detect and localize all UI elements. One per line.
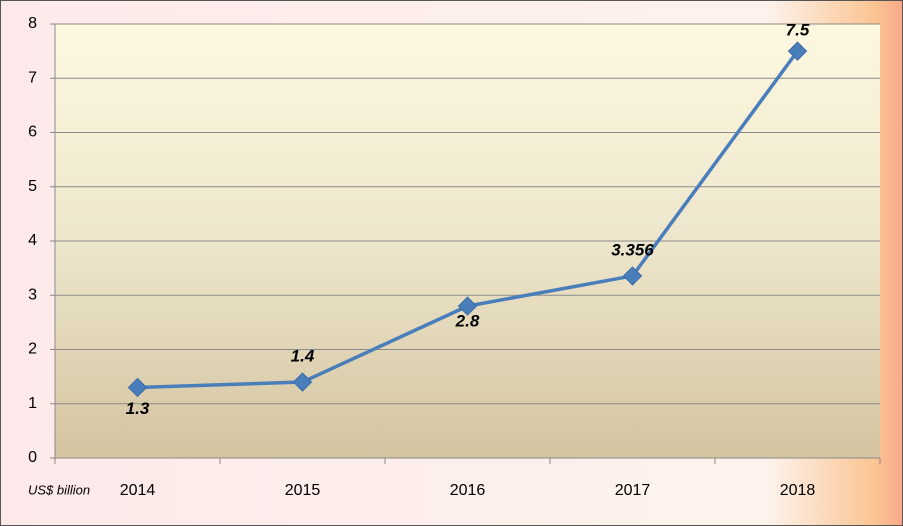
x-tick-label: 2014	[120, 482, 156, 499]
marker	[127, 377, 148, 398]
y-tick-label: 8	[28, 15, 37, 32]
y-tick-label: 2	[28, 341, 37, 358]
y-tick-label: 1	[28, 395, 37, 412]
unit-label: US$ billion	[28, 482, 90, 497]
x-tick-label: 2016	[450, 482, 486, 499]
marker	[787, 41, 808, 61]
marker	[292, 372, 313, 392]
x-tick-label: 2018	[780, 482, 816, 499]
data-label: 1.3	[126, 399, 150, 418]
marker	[457, 296, 478, 316]
data-label: 3.356	[611, 240, 654, 259]
y-tick-label: 0	[28, 449, 37, 466]
marker	[622, 266, 643, 286]
y-tick-label: 4	[28, 232, 37, 249]
y-tick-label: 6	[28, 124, 37, 141]
y-tick-label: 3	[28, 286, 37, 303]
y-tick-label: 5	[28, 178, 37, 195]
data-label: 7.5	[786, 21, 810, 40]
x-tick-label: 2015	[285, 482, 321, 499]
data-label: 1.4	[291, 347, 315, 366]
x-tick-label: 2017	[615, 482, 651, 499]
y-tick-label: 7	[28, 69, 37, 86]
data-label: 2.8	[455, 312, 480, 331]
